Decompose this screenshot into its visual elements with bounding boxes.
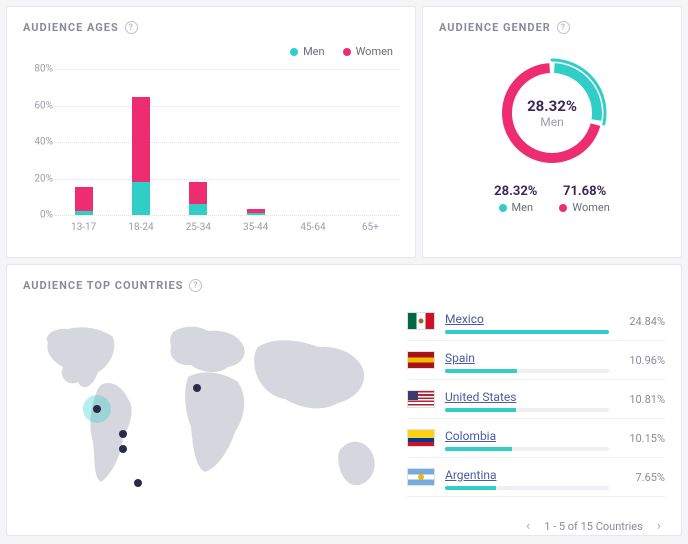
flag-icon — [407, 351, 435, 369]
country-row: Spain 10.96% — [407, 341, 665, 380]
country-pct: 24.84% — [619, 315, 665, 328]
country-link[interactable]: Mexico — [445, 312, 484, 326]
flag-icon — [407, 468, 435, 486]
country-link[interactable]: United States — [445, 390, 516, 404]
gender-legend-men: 28.32% Men — [494, 184, 537, 214]
help-icon[interactable]: ? — [125, 21, 138, 34]
country-row: United States 10.81% — [407, 380, 665, 419]
donut-center: 28.32% Men — [527, 97, 577, 129]
countries-title: AUDIENCE TOP COUNTRIES — [23, 279, 183, 292]
map-marker — [119, 445, 127, 453]
gender-title-row: AUDIENCE GENDER ? — [439, 21, 665, 34]
ages-bar-chart: 0%20%40%60%80% 13-1718-2425-3435-4445-64… — [55, 69, 399, 229]
donut-center-value: 28.32% — [527, 97, 577, 115]
pager-text: 1 - 5 of 15 Countries — [544, 520, 643, 533]
country-pct: 7.65% — [619, 471, 665, 484]
map-marker — [119, 430, 127, 438]
gender-title: AUDIENCE GENDER — [439, 21, 551, 34]
legend-women: Women — [343, 45, 393, 58]
x-axis: 13-1718-2425-3435-4445-6465+ — [55, 222, 399, 233]
audience-countries-card: AUDIENCE TOP COUNTRIES ? Mexico 24.84% Spa… — [6, 264, 682, 536]
legend-men: Men — [290, 45, 325, 58]
country-pct: 10.96% — [619, 354, 665, 367]
flag-icon — [407, 429, 435, 447]
men-pct: 28.32% — [494, 184, 537, 199]
country-list: Mexico 24.84% Spain 10.96% United States 10.8… — [407, 302, 665, 512]
country-link[interactable]: Argentina — [445, 468, 497, 482]
donut-center-label: Men — [527, 115, 577, 129]
audience-ages-card: AUDIENCE AGES ? Men Women 0%20%40%60%80%… — [6, 6, 416, 258]
bars-area — [55, 69, 399, 215]
world-map — [23, 302, 393, 512]
map-marker — [193, 384, 201, 392]
chevron-left-icon[interactable]: ‹ — [522, 518, 534, 534]
legend-men-label: Men — [303, 45, 325, 58]
women-label: Women — [572, 201, 609, 214]
men-label: Men — [512, 201, 534, 214]
chevron-right-icon[interactable]: › — [653, 518, 665, 534]
dot-icon — [559, 204, 567, 212]
country-row: Colombia 10.15% — [407, 419, 665, 458]
countries-title-row: AUDIENCE TOP COUNTRIES ? — [23, 279, 665, 292]
gender-legend: 28.32% Men 71.68% Women — [494, 184, 610, 214]
country-pct: 10.81% — [619, 393, 665, 406]
gender-legend-women: 71.68% Women — [559, 184, 609, 214]
country-link[interactable]: Colombia — [445, 429, 496, 443]
ages-title: AUDIENCE AGES — [23, 21, 119, 34]
help-icon[interactable]: ? — [557, 21, 570, 34]
donut: 28.32% Men — [497, 58, 607, 168]
country-link[interactable]: Spain — [445, 351, 475, 365]
countries-pager: ‹ 1 - 5 of 15 Countries › — [23, 518, 665, 534]
y-axis: 0%20%40%60%80% — [25, 69, 53, 215]
country-pct: 10.15% — [619, 432, 665, 445]
dot-icon — [343, 48, 351, 56]
dot-icon — [290, 48, 298, 56]
dot-icon — [499, 204, 507, 212]
ages-title-row: AUDIENCE AGES ? — [23, 21, 399, 34]
flag-icon — [407, 390, 435, 408]
flag-icon — [407, 312, 435, 330]
map-marker — [134, 479, 142, 487]
legend-women-label: Women — [356, 45, 393, 58]
audience-gender-card: AUDIENCE GENDER ? 28.32% Men 28.32% Men … — [422, 6, 682, 258]
ages-legend: Men Women — [290, 45, 393, 58]
women-pct: 71.68% — [559, 184, 609, 199]
help-icon[interactable]: ? — [189, 279, 202, 292]
donut-chart: 28.32% Men 28.32% Men 71.68% Women — [439, 58, 665, 214]
country-row: Mexico 24.84% — [407, 302, 665, 341]
map-marker — [83, 395, 111, 423]
country-row: Argentina 7.65% — [407, 458, 665, 497]
